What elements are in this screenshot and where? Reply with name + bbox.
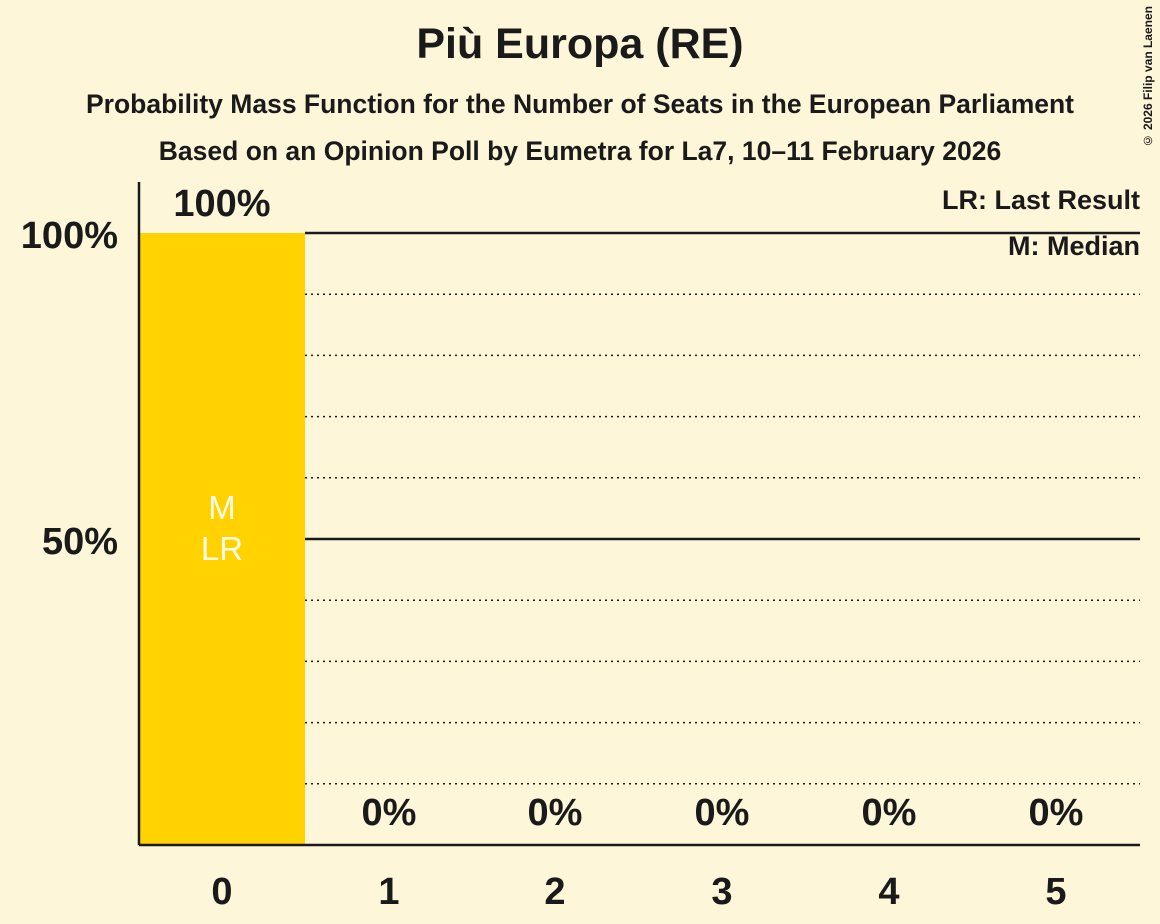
svg-text:50%: 50% <box>42 521 118 563</box>
svg-text:0: 0 <box>211 871 232 913</box>
svg-text:M: Median: M: Median <box>1008 231 1140 261</box>
svg-text:0%: 0% <box>862 792 917 834</box>
svg-text:5: 5 <box>1045 871 1066 913</box>
svg-text:0%: 0% <box>1029 792 1084 834</box>
svg-text:1: 1 <box>378 871 399 913</box>
svg-text:100%: 100% <box>21 215 118 257</box>
svg-text:M: M <box>208 489 236 526</box>
svg-text:4: 4 <box>878 871 899 913</box>
svg-text:LR: LR <box>201 530 243 567</box>
svg-text:3: 3 <box>711 871 732 913</box>
svg-text:0%: 0% <box>528 792 583 834</box>
svg-text:100%: 100% <box>173 183 270 225</box>
svg-text:0%: 0% <box>695 792 750 834</box>
svg-text:0%: 0% <box>362 792 417 834</box>
svg-text:2: 2 <box>544 871 565 913</box>
svg-text:LR: Last Result: LR: Last Result <box>942 185 1140 215</box>
